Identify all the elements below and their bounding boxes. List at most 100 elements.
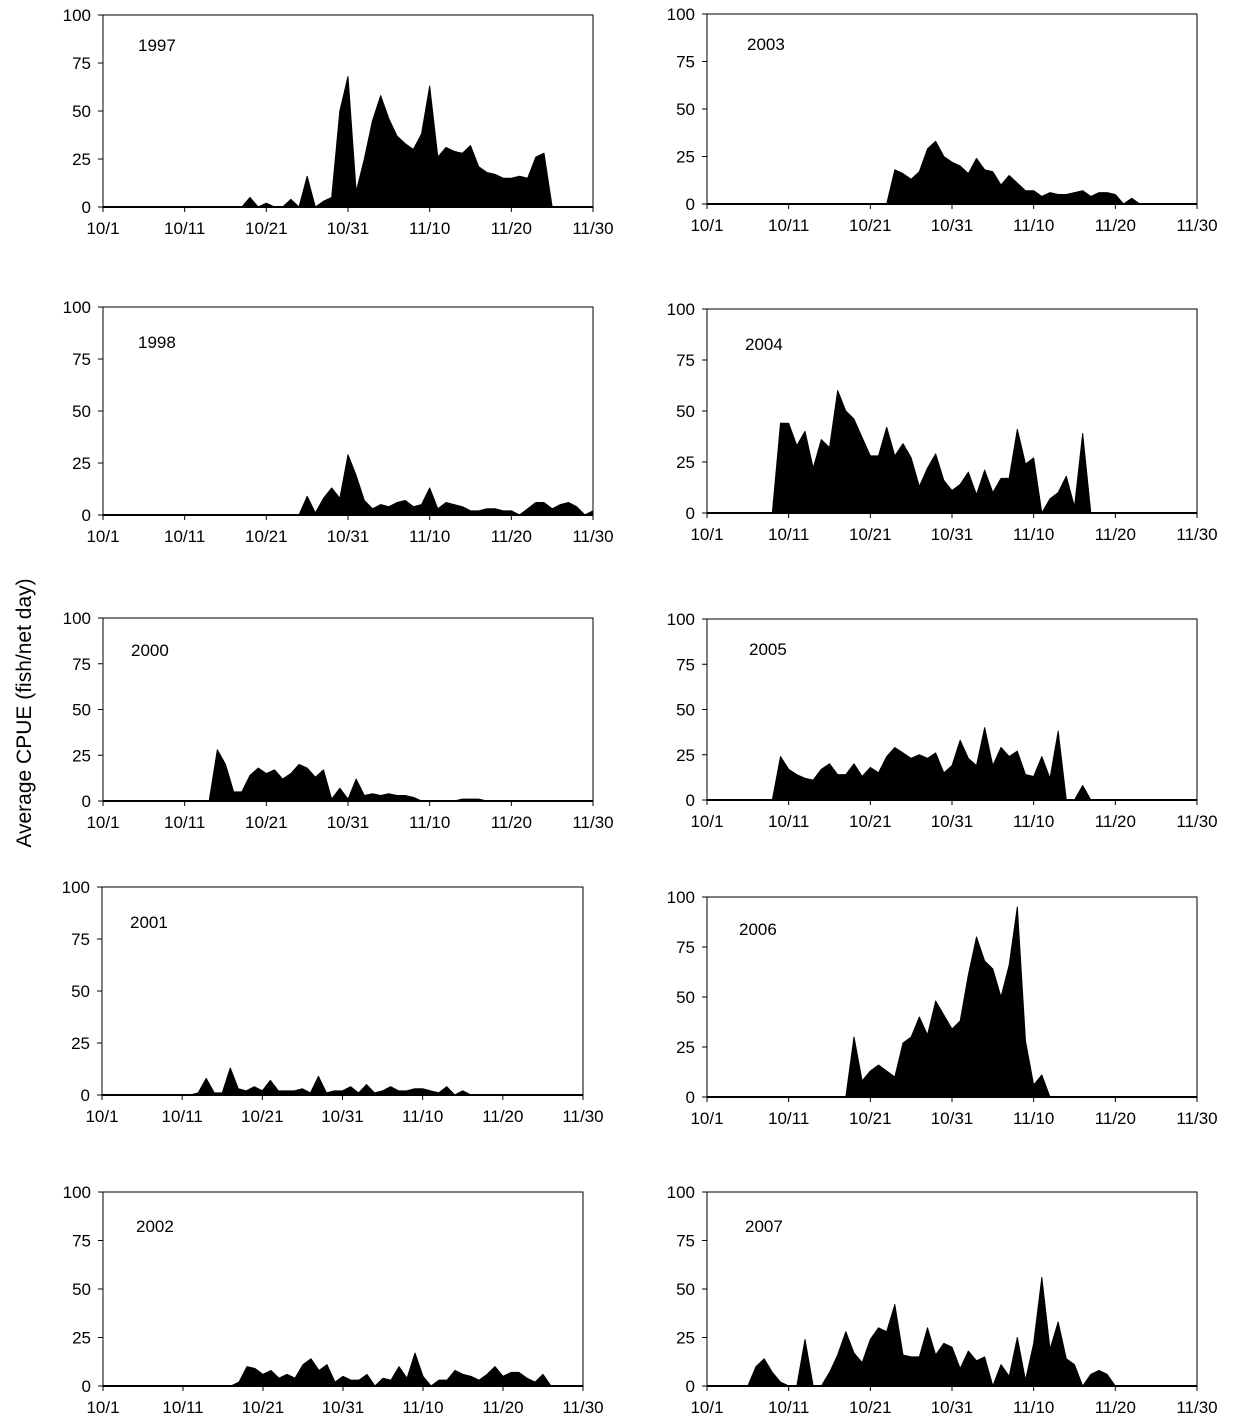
x-tick-label: 10/1 [690, 1109, 723, 1128]
x-tick-label: 10/31 [931, 812, 974, 831]
y-tick-label: 25 [676, 1329, 695, 1348]
y-tick-label: 50 [72, 1280, 91, 1299]
panel-title: 2004 [745, 335, 783, 354]
y-tick-label: 0 [686, 195, 695, 214]
y-tick-label: 50 [676, 1280, 695, 1299]
panel-title: 2006 [739, 920, 777, 939]
x-tick-label: 10/31 [327, 813, 370, 832]
x-tick-label: 11/20 [1095, 812, 1136, 831]
x-tick-label: 10/1 [690, 1398, 723, 1417]
x-tick-label: 10/31 [327, 219, 370, 238]
area-series-2001 [101, 1067, 584, 1096]
y-tick-label: 50 [676, 100, 695, 119]
x-tick-label: 10/1 [86, 527, 119, 546]
y-tick-label: 75 [72, 350, 91, 369]
chart-panel-2000: 0 25 50 75 100 10/1 10/11 10/21 10/31 11/10 11/20 1… [63, 609, 614, 832]
x-tick-label: 11/30 [1176, 216, 1217, 235]
y-tick-label: 0 [82, 198, 91, 217]
y-tick-label: 0 [686, 1088, 695, 1107]
y-tick-label: 100 [63, 298, 91, 317]
chart-panel-2004: 0 25 50 75 100 10/1 10/11 10/21 10/31 11/10 11/20 1… [667, 300, 1218, 544]
panel-title: 2002 [136, 1217, 174, 1236]
y-tick-label: 25 [72, 1329, 91, 1348]
y-tick-label: 25 [72, 150, 91, 169]
chart-panel-1998: 0 25 50 75 100 10/1 10/11 10/21 10/31 11/10 11/20 1… [63, 298, 614, 546]
y-tick-label: 75 [71, 930, 90, 949]
x-tick-label: 10/1 [690, 216, 723, 235]
y-tick-label: 50 [676, 701, 695, 720]
x-tick-label: 10/31 [321, 1107, 364, 1126]
y-tick-label: 75 [72, 1232, 91, 1251]
chart-panel-1997: 0 25 50 75 100 10/1 10/11 10/21 10/31 11/10 11/20 1… [63, 6, 614, 238]
chart-panel-2007: 0 25 50 75 100 10/1 10/11 10/21 10/31 11/10 11/20 1… [667, 1183, 1218, 1417]
x-tick-label: 11/20 [482, 1398, 523, 1417]
area-series-2005 [706, 727, 1198, 801]
y-tick-label: 75 [676, 351, 695, 370]
chart-panel-2005: 0 25 50 75 100 10/1 10/11 10/21 10/31 11/10 11/20 1… [667, 610, 1218, 831]
x-tick-label: 11/10 [1013, 1398, 1054, 1417]
chart-panel-2003: 0 25 50 75 100 10/1 10/11 10/21 10/31 11/10 11/20 1… [667, 5, 1218, 235]
x-tick-label: 10/11 [162, 1398, 203, 1417]
x-tick-label: 11/20 [1095, 525, 1136, 544]
panel-title: 2007 [745, 1217, 783, 1236]
y-tick-label: 100 [667, 300, 695, 319]
y-tick-label: 100 [63, 609, 91, 628]
y-tick-label: 100 [667, 888, 695, 907]
y-tick-label: 0 [82, 506, 91, 525]
x-tick-label: 10/1 [690, 812, 723, 831]
y-tick-label: 100 [667, 5, 695, 24]
x-tick-label: 10/21 [241, 1107, 284, 1126]
y-tick-label: 75 [676, 1232, 695, 1251]
y-tick-label: 0 [686, 1377, 695, 1396]
x-tick-label: 11/10 [409, 219, 450, 238]
y-tick-label: 75 [72, 54, 91, 73]
area-series-1998 [102, 454, 594, 516]
x-tick-label: 11/10 [1013, 216, 1054, 235]
panel-title: 2000 [131, 641, 169, 660]
x-tick-label: 10/31 [931, 216, 974, 235]
x-tick-label: 10/31 [327, 527, 370, 546]
x-tick-label: 10/1 [85, 1107, 118, 1126]
y-tick-label: 0 [686, 504, 695, 523]
y-tick-label: 25 [676, 453, 695, 472]
x-tick-label: 10/1 [86, 219, 119, 238]
y-tick-label: 50 [71, 982, 90, 1001]
x-tick-label: 10/31 [931, 1398, 974, 1417]
area-series-2007 [706, 1276, 1198, 1387]
y-tick-label: 100 [667, 610, 695, 629]
chart-panel-2001: 0 25 50 75 100 10/1 10/11 10/21 10/31 11/10 11/20 1… [62, 878, 604, 1126]
x-tick-label: 11/30 [572, 219, 613, 238]
x-tick-label: 10/11 [164, 219, 205, 238]
y-tick-label: 50 [72, 701, 91, 720]
x-tick-label: 10/1 [86, 813, 119, 832]
x-tick-label: 11/20 [482, 1107, 523, 1126]
x-tick-label: 10/21 [849, 1398, 892, 1417]
y-tick-label: 25 [676, 746, 695, 765]
x-tick-label: 10/11 [768, 812, 809, 831]
y-tick-label: 25 [71, 1034, 90, 1053]
y-tick-label: 50 [72, 102, 91, 121]
x-tick-label: 11/30 [572, 813, 613, 832]
area-series-2002 [102, 1352, 584, 1387]
area-series-1997 [102, 75, 594, 208]
x-tick-label: 11/10 [1013, 525, 1054, 544]
x-tick-label: 11/20 [1095, 1398, 1136, 1417]
y-tick-label: 0 [81, 1086, 90, 1105]
x-tick-label: 10/21 [245, 813, 288, 832]
y-axis-label: Average CPUE (fish/net day) [13, 578, 36, 848]
x-tick-label: 10/31 [931, 525, 974, 544]
x-tick-label: 11/10 [402, 1398, 443, 1417]
panel-title: 2001 [130, 913, 168, 932]
plot-frame [102, 617, 594, 802]
x-tick-label: 10/1 [690, 525, 723, 544]
area-series-2004 [706, 390, 1198, 514]
y-tick-label: 0 [82, 792, 91, 811]
y-tick-label: 25 [676, 1038, 695, 1057]
plot-frame [101, 886, 584, 1096]
y-tick-label: 25 [676, 148, 695, 167]
area-series-2006 [706, 906, 1198, 1098]
x-tick-label: 11/20 [491, 813, 532, 832]
y-tick-label: 100 [62, 878, 90, 897]
x-tick-label: 11/20 [1095, 1109, 1136, 1128]
x-tick-label: 11/10 [409, 813, 450, 832]
